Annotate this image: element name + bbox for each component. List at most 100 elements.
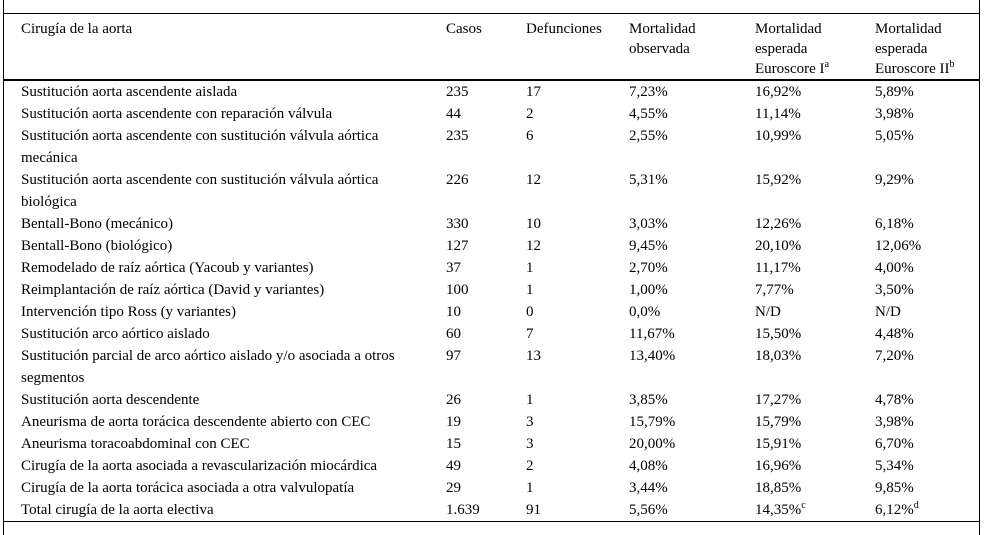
table-row: Aneurisma de aorta torácica descendente … — [4, 411, 980, 433]
cell-defunciones: 1 — [526, 392, 534, 408]
cell-mortalidad-esperada-euroscore1: 15,79% — [755, 414, 802, 430]
table-row: Aneurisma toracoabdominal con CEC 15 3 20,0… — [4, 433, 980, 455]
cell-mortalidad-esperada-euroscore2: 5,34% — [875, 458, 914, 474]
footnote-marker-a: a — [824, 59, 830, 70]
cell-defunciones: 0 — [526, 304, 534, 320]
table-body: Sustitución aorta ascendente aislada 235 1… — [4, 80, 980, 522]
header-mortalidad-esperada-euroscore1: Mortalidad esperada Euroscore Ia — [755, 13, 875, 81]
cell-casos: 49 — [446, 458, 461, 474]
cell-mortalidad-esperada-euroscore2: 6,18% — [875, 216, 914, 232]
cell-mortalidad-esperada-euroscore2: 3,98% — [875, 414, 914, 430]
cell-mortalidad-observada: 0,0% — [629, 304, 661, 320]
cell-mortalidad-observada: 7,23% — [629, 84, 668, 100]
cell-mortalidad-esperada-euroscore1: 14,35%c — [755, 500, 806, 519]
header-euroscore2-text: Mortalidad esperada Euroscore II — [875, 21, 950, 77]
cell-mortalidad-esperada-euroscore1: 15,50% — [755, 326, 802, 342]
cell-procedure: Total cirugía de la aorta electiva — [21, 502, 214, 518]
table-row: Bentall-Bono (biológico) 127 12 9,45% 20,10%… — [4, 235, 980, 257]
header-row: Cirugía de la aorta Casos Defunciones Mo… — [4, 13, 980, 81]
right-border-line — [979, 0, 980, 535]
cell-procedure: Remodelado de raíz aórtica (Yacoub y var… — [21, 260, 314, 276]
cell-defunciones: 1 — [526, 260, 534, 276]
left-border-line — [3, 0, 4, 535]
cell-mortalidad-esperada-euroscore1: 17,27% — [755, 392, 802, 408]
cell-casos: 29 — [446, 480, 461, 496]
table-row: Sustitución aorta descendente 26 1 3,85% 17,… — [4, 389, 980, 411]
table-row: Sustitución aorta ascendente con sustitu… — [4, 125, 980, 169]
cell-casos: 97 — [446, 348, 461, 364]
cell-mortalidad-esperada-euroscore1: N/D — [755, 304, 781, 320]
cell-casos: 10 — [446, 304, 461, 320]
cell-casos: 100 — [446, 282, 469, 298]
table-row: Cirugía de la aorta asociada a revascula… — [4, 455, 980, 477]
aortic-surgery-mortality-table: Cirugía de la aorta Casos Defunciones Mo… — [4, 13, 980, 522]
cell-defunciones: 7 — [526, 326, 534, 342]
cell-procedure: Aneurisma toracoabdominal con CEC — [21, 436, 250, 452]
cell-casos: 235 — [446, 84, 469, 100]
cell-mortalidad-observada: 20,00% — [629, 436, 676, 452]
cell-mortalidad-esperada-euroscore1: 18,03% — [755, 348, 802, 364]
cell-procedure: Sustitución parcial de arco aórtico aisl… — [21, 348, 395, 386]
table-row: Sustitución parcial de arco aórtico aisl… — [4, 345, 980, 389]
cell-procedure: Intervención tipo Ross (y variantes) — [21, 304, 236, 320]
cell-mortalidad-esperada-euroscore2: 7,20% — [875, 348, 914, 364]
cell-mortalidad-observada: 4,55% — [629, 106, 668, 122]
cell-mortalidad-observada: 3,44% — [629, 480, 668, 496]
cell-mortalidad-observada: 5,31% — [629, 172, 668, 188]
cell-mortalidad-esperada-euroscore1: 16,96% — [755, 458, 802, 474]
cell-casos: 15 — [446, 436, 461, 452]
cell-procedure: Sustitución arco aórtico aislado — [21, 326, 210, 342]
cell-defunciones: 3 — [526, 414, 534, 430]
cell-casos: 60 — [446, 326, 461, 342]
table-row: Total cirugía de la aorta electiva 1.639 9… — [4, 499, 980, 522]
cell-procedure: Cirugía de la aorta asociada a revascula… — [21, 458, 378, 474]
cell-mortalidad-observada: 2,55% — [629, 128, 668, 144]
cell-mortalidad-esperada-euroscore1: 16,92% — [755, 84, 802, 100]
table-row: Cirugía de la aorta torácica asociada a … — [4, 477, 980, 499]
cell-mortalidad-observada: 2,70% — [629, 260, 668, 276]
header-casos: Casos — [446, 13, 526, 81]
cell-mortalidad-esperada-euroscore2: 6,12%d — [875, 500, 919, 519]
cell-mortalidad-esperada-euroscore2: 5,05% — [875, 128, 914, 144]
cell-mortalidad-esperada-euroscore2: 4,48% — [875, 326, 914, 342]
table-row: Sustitución aorta ascendente con sustitu… — [4, 169, 980, 213]
cell-mortalidad-observada: 9,45% — [629, 238, 668, 254]
cell-casos: 44 — [446, 106, 461, 122]
header-euroscore1-text: Mortalidad esperada Euroscore I — [755, 21, 825, 77]
header-procedure: Cirugía de la aorta — [4, 13, 446, 81]
cell-mortalidad-observada: 3,03% — [629, 216, 668, 232]
cell-mortalidad-esperada-euroscore1: 18,85% — [755, 480, 802, 496]
cell-mortalidad-esperada-euroscore1: 12,26% — [755, 216, 802, 232]
cell-mortalidad-esperada-euroscore2: 5,89% — [875, 84, 914, 100]
cell-procedure: Sustitución aorta ascendente con sustitu… — [21, 128, 379, 166]
cell-mortalidad-esperada-euroscore1: 10,99% — [755, 128, 802, 144]
cell-casos: 1.639 — [446, 502, 480, 518]
cell-mortalidad-esperada-euroscore1: 7,77% — [755, 282, 794, 298]
table-row: Sustitución aorta ascendente aislada 235 1… — [4, 80, 980, 103]
cell-procedure: Sustitución aorta descendente — [21, 392, 200, 408]
cell-mortalidad-esperada-euroscore2: N/D — [875, 304, 901, 320]
cell-defunciones: 12 — [526, 238, 541, 254]
table-row: Reimplantación de raíz aórtica (David y … — [4, 279, 980, 301]
table-row: Bentall-Bono (mecánico) 330 10 3,03% 12,26% 6… — [4, 213, 980, 235]
cell-mortalidad-esperada-euroscore1: 20,10% — [755, 238, 802, 254]
cell-procedure: Reimplantación de raíz aórtica (David y … — [21, 282, 325, 298]
cell-defunciones: 13 — [526, 348, 541, 364]
cell-mortalidad-esperada-euroscore2: 3,98% — [875, 106, 914, 122]
cell-procedure: Sustitución aorta ascendente con reparac… — [21, 106, 333, 122]
cell-mortalidad-esperada-euroscore2: 9,85% — [875, 480, 914, 496]
footnote-marker-d: d — [913, 500, 919, 511]
cell-defunciones: 2 — [526, 458, 534, 474]
cell-defunciones: 6 — [526, 128, 534, 144]
footnote-marker-b: b — [949, 59, 955, 70]
cell-mortalidad-esperada-euroscore2: 12,06% — [875, 238, 922, 254]
cell-defunciones: 1 — [526, 480, 534, 496]
table-header: Cirugía de la aorta Casos Defunciones Mo… — [4, 13, 980, 81]
cell-mortalidad-esperada-euroscore1: 11,14% — [755, 106, 801, 122]
cell-mortalidad-esperada-euroscore2: 4,00% — [875, 260, 914, 276]
cell-mortalidad-observada: 4,08% — [629, 458, 668, 474]
cell-casos: 37 — [446, 260, 461, 276]
cell-procedure: Sustitución aorta ascendente con sustitu… — [21, 172, 379, 210]
table-row: Remodelado de raíz aórtica (Yacoub y var… — [4, 257, 980, 279]
